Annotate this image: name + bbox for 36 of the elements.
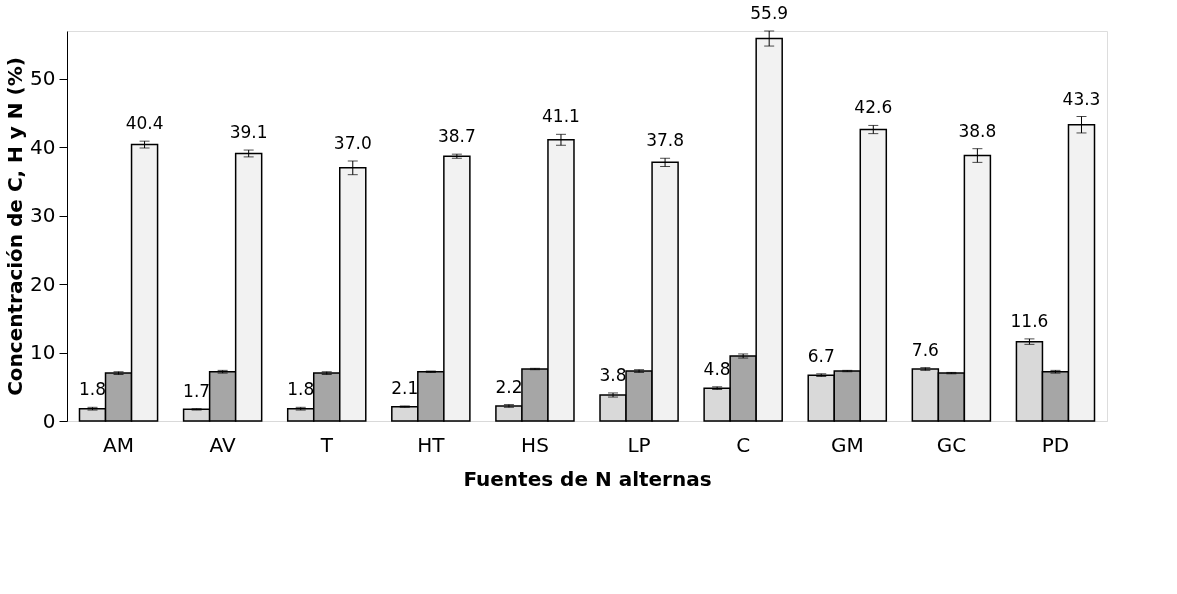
data-label: 37.0 (333, 133, 372, 153)
x-tick-label: PD (1041, 432, 1070, 457)
data-label: 11.6 (1010, 310, 1049, 331)
data-label: 40.4 (125, 113, 164, 134)
x-tick-label: GC (936, 432, 967, 457)
y-tick-label: 20 (30, 271, 56, 296)
data-label: 1.8 (287, 379, 315, 400)
y-tick-label: 30 (30, 203, 56, 228)
x-tick-label: AM (103, 432, 134, 457)
data-label: 43.3 (1062, 88, 1101, 109)
y-tick-label: 50 (30, 66, 56, 91)
x-tick-label: LP (627, 432, 651, 457)
x-tick-label: C (736, 432, 751, 457)
y-tick-label: 0 (42, 408, 56, 433)
x-tick-label: HS (521, 432, 549, 457)
data-label: 38.8 (958, 120, 997, 141)
data-label: 42.6 (854, 97, 893, 118)
x-tick-label: T (319, 432, 334, 457)
data-label: 41.1 (542, 106, 580, 127)
data-label: 37.8 (646, 130, 685, 151)
data-label: 2.1 (391, 377, 419, 398)
data-label: 1.7 (183, 380, 211, 401)
x-tick-label: HT (417, 432, 446, 457)
y-axis-title: Concentración de C, H y N (%) (3, 57, 28, 396)
data-label: 38.7 (437, 126, 476, 147)
data-label: 39.1 (229, 122, 268, 143)
y-tick-label: 40 (30, 134, 56, 159)
data-label: 7.6 (911, 339, 939, 360)
y-tick-label: 10 (30, 340, 56, 365)
x-tick-label: AV (209, 432, 236, 457)
data-label: 1.8 (78, 379, 107, 400)
data-label: 6.7 (807, 345, 835, 366)
data-label: 2.2 (495, 376, 523, 397)
x-axis-title: Fuentes de N alternas (463, 466, 712, 491)
data-label: 55.9 (750, 3, 789, 23)
x-tick-label: GM (830, 432, 864, 457)
